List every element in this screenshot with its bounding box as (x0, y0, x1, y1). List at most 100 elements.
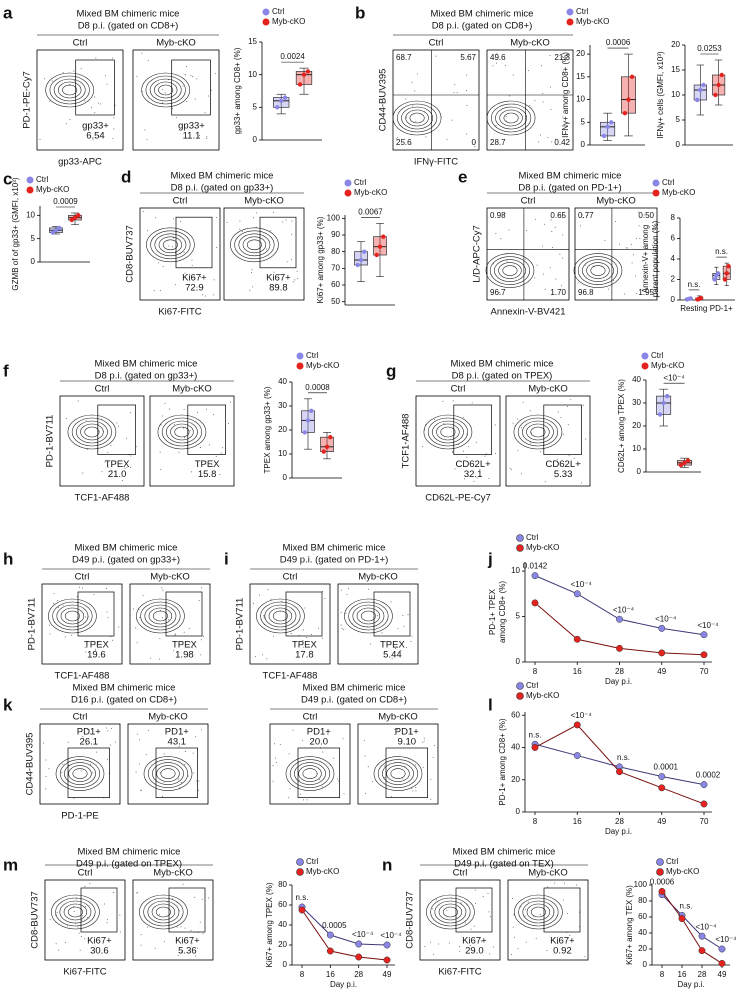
event-dot (172, 898, 174, 900)
contour (409, 112, 425, 124)
legend-label: Myb-cKO (576, 17, 609, 26)
event-dot (566, 405, 568, 407)
event-dot (453, 92, 455, 94)
event-dot (534, 100, 536, 102)
event-dot (118, 425, 120, 427)
event-dot (555, 138, 557, 140)
event-dot (140, 789, 142, 791)
event-dot (542, 101, 544, 103)
p-value: 0.0006 (606, 38, 631, 47)
p-value: 0.0067 (358, 207, 383, 216)
group-label: Ctrl (75, 572, 90, 583)
event-dot (87, 448, 89, 450)
event-dot (130, 466, 132, 468)
event-dot (333, 757, 335, 759)
gate-label: 0.92 (553, 945, 572, 956)
data-point (616, 615, 623, 623)
event-dot (550, 219, 552, 221)
event-dot (567, 424, 569, 426)
event-dot (297, 278, 299, 280)
event-dot (196, 286, 198, 288)
contour (148, 607, 173, 625)
data-point (700, 781, 708, 789)
event-dot (215, 73, 217, 75)
event-dot (581, 214, 583, 216)
contour (434, 900, 467, 924)
data-point (383, 941, 391, 949)
event-dot (206, 137, 208, 139)
event-dot (542, 273, 544, 275)
event-dot (451, 119, 453, 121)
y-tick-label: 20 (671, 40, 680, 49)
event-dot (562, 234, 564, 236)
event-dot (168, 619, 170, 621)
data-point (573, 721, 581, 729)
y-axis-label: PD-1+ among CD8+ (%) (498, 718, 507, 805)
event-dot (78, 932, 80, 934)
x-tick-label: 16 (573, 667, 582, 676)
event-dot (403, 626, 405, 628)
legend-marker (566, 18, 574, 26)
event-dot (136, 642, 138, 644)
event-dot (89, 882, 91, 884)
event-dot (384, 776, 386, 778)
event-dot (390, 796, 392, 798)
event-dot (551, 231, 553, 233)
event-dot (489, 916, 491, 918)
category-label: Resting (680, 304, 707, 313)
data-point (616, 768, 623, 776)
event-dot (215, 455, 217, 457)
event-dot (162, 795, 164, 797)
group-label: Myb-cKO (510, 38, 550, 49)
box (620, 76, 636, 114)
event-dot (569, 934, 571, 936)
event-dot (107, 451, 109, 453)
event-dot (39, 139, 41, 141)
gate-label: Ki67+ (462, 935, 487, 946)
contour (162, 239, 178, 251)
event-dot (550, 86, 552, 88)
event-dot (177, 954, 179, 956)
plot-frame (59, 395, 145, 487)
event-dot (263, 615, 265, 617)
y-axis-label: PD-1-BV711 (45, 415, 56, 468)
event-dot (273, 271, 275, 273)
data-point (573, 752, 581, 759)
x-tick-label: 28 (615, 817, 624, 826)
data-point (700, 800, 708, 808)
event-dot (376, 615, 378, 617)
p-value: 0.0001 (654, 763, 679, 772)
event-dot (568, 455, 570, 457)
event-dot (98, 423, 100, 425)
event-dot (106, 922, 108, 924)
legend-label: Ctrl (306, 351, 319, 360)
event-dot (284, 609, 286, 611)
contour (158, 84, 174, 96)
legend-marker (296, 352, 304, 360)
contour (64, 762, 96, 785)
event-dot (73, 911, 75, 913)
gate-label: Ki67+ (550, 935, 575, 946)
event-dot (172, 108, 174, 110)
event-dot (88, 616, 90, 618)
y-axis-label: TPEX among gp33+ (%) (263, 386, 272, 473)
series-line (661, 891, 723, 964)
y-tick-label: 80 (278, 880, 287, 889)
group-label: Ctrl (451, 384, 466, 395)
contour (62, 84, 78, 96)
contour (522, 420, 554, 444)
event-dot (322, 786, 324, 788)
y-tick-label: 8 (671, 213, 676, 222)
event-dot (144, 129, 146, 131)
event-dot (510, 953, 512, 955)
event-dot (397, 729, 399, 731)
event-dot (520, 427, 522, 429)
gate (385, 747, 428, 798)
contour (577, 256, 619, 285)
legend-marker (296, 868, 304, 876)
event-dot (129, 412, 131, 414)
legend-marker (516, 544, 524, 552)
event-dot (288, 797, 290, 799)
p-value: 0.0009 (53, 197, 78, 206)
event-dot (163, 781, 165, 783)
